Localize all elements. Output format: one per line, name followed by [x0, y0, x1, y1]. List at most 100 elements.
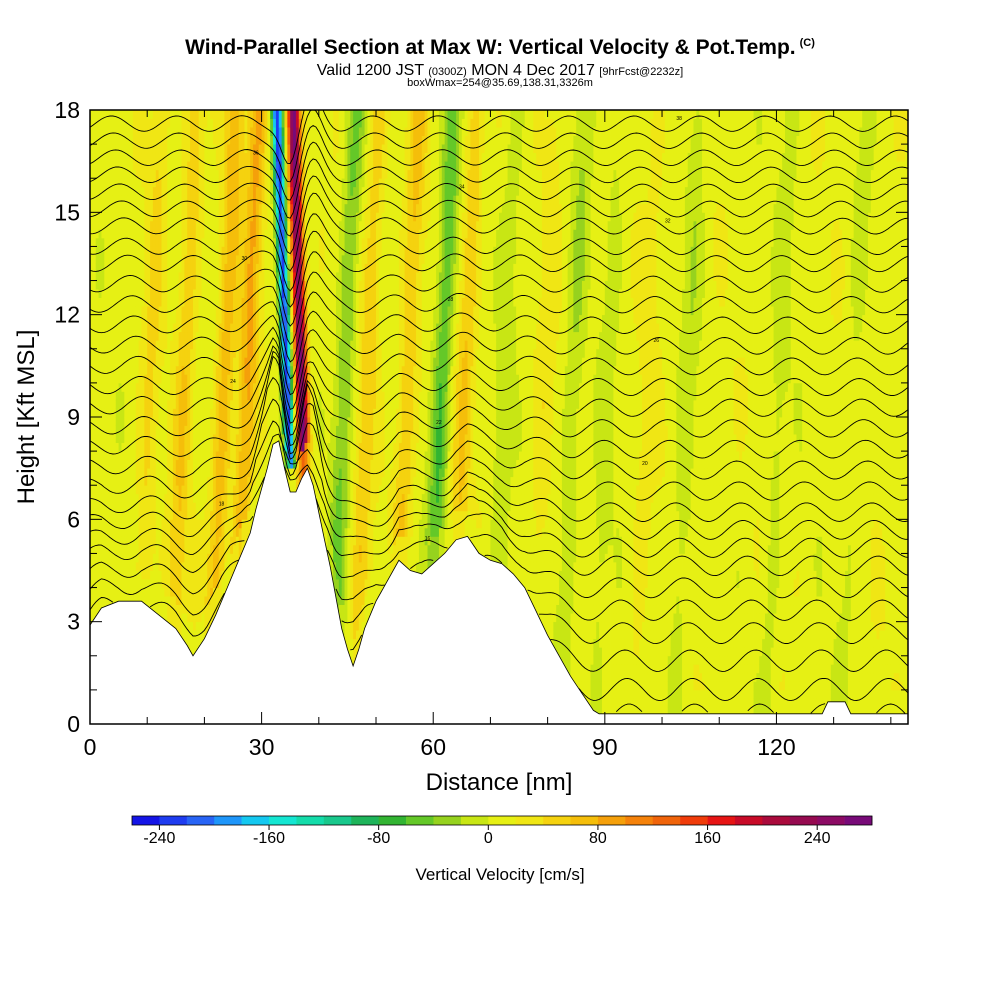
- velocity-cell: [227, 144, 231, 154]
- velocity-cell: [247, 289, 251, 299]
- velocity-cell: [204, 365, 208, 375]
- velocity-cell: [235, 425, 240, 435]
- velocity-cell: [247, 314, 251, 324]
- velocity-cell: [175, 536, 180, 546]
- velocity-cell: [198, 365, 202, 375]
- velocity-cell: [141, 579, 145, 588]
- velocity-cell: [244, 135, 248, 145]
- velocity-cell: [158, 348, 162, 358]
- velocity-cell: [198, 553, 202, 563]
- velocity-cell: [215, 118, 220, 128]
- velocity-cell: [212, 596, 217, 606]
- velocity-cell: [155, 544, 160, 554]
- velocity-cell: [121, 519, 125, 529]
- velocity-cell: [152, 485, 157, 495]
- velocity-cell: [92, 323, 97, 333]
- velocity-cell: [278, 212, 283, 222]
- velocity-cell: [161, 561, 165, 571]
- velocity-cell: [273, 186, 277, 196]
- velocity-cell: [215, 297, 220, 307]
- velocity-cell: [281, 451, 285, 461]
- velocity-cell: [175, 408, 180, 418]
- velocity-cell: [178, 459, 182, 469]
- velocity-cell: [130, 314, 134, 324]
- velocity-cell: [124, 485, 128, 495]
- velocity-cell: [192, 544, 197, 554]
- velocity-cell: [115, 237, 119, 247]
- velocity-cell: [90, 374, 94, 384]
- velocity-cell: [172, 254, 177, 264]
- velocity-cell: [218, 553, 222, 563]
- velocity-cell: [158, 365, 162, 375]
- velocity-cell: [241, 374, 245, 384]
- velocity-cell: [221, 340, 225, 350]
- velocity-cell: [147, 510, 151, 520]
- velocity-cell: [195, 519, 200, 529]
- velocity-cell: [218, 493, 222, 503]
- velocity-cell: [218, 314, 222, 324]
- velocity-cell: [124, 399, 128, 409]
- velocity-cell: [198, 195, 202, 205]
- velocity-cell: [144, 596, 148, 606]
- velocity-cell: [144, 212, 148, 222]
- velocity-cell: [244, 468, 248, 478]
- velocity-cell: [181, 417, 185, 426]
- velocity-cell: [158, 314, 162, 324]
- velocity-cell: [92, 118, 97, 128]
- velocity-cell: [167, 169, 171, 179]
- velocity-cell: [241, 442, 245, 452]
- velocity-cell: [235, 408, 240, 418]
- velocity-cell: [210, 314, 214, 324]
- velocity-cell: [167, 382, 171, 392]
- velocity-cell: [161, 536, 165, 546]
- velocity-cell: [212, 561, 217, 571]
- velocity-cell: [241, 382, 245, 392]
- velocity-cell: [167, 340, 171, 350]
- velocity-cell: [195, 417, 200, 426]
- velocity-cell: [90, 110, 94, 119]
- velocity-cell: [155, 553, 160, 563]
- velocity-cell: [244, 451, 248, 461]
- velocity-cell: [121, 306, 125, 316]
- velocity-cell: [261, 348, 265, 358]
- velocity-cell: [112, 374, 117, 384]
- velocity-cell: [187, 357, 191, 367]
- velocity-cell: [172, 451, 177, 461]
- velocity-cell: [138, 374, 142, 384]
- velocity-cell: [150, 203, 154, 213]
- velocity-cell: [132, 306, 137, 316]
- velocity-cell: [98, 519, 102, 529]
- velocity-cell: [161, 382, 165, 392]
- velocity-cell: [178, 544, 182, 554]
- velocity-cell: [224, 323, 228, 333]
- velocity-cell: [104, 357, 108, 367]
- velocity-cell: [227, 195, 231, 205]
- velocity-cell: [121, 246, 125, 256]
- velocity-cell: [178, 468, 182, 478]
- velocity-cell: [141, 468, 145, 478]
- velocity-cell: [221, 510, 225, 520]
- velocity-cell: [150, 110, 154, 119]
- velocity-cell: [238, 399, 242, 409]
- velocity-cell: [238, 391, 242, 401]
- velocity-cell: [224, 468, 228, 478]
- velocity-cell: [135, 468, 140, 478]
- velocity-cell: [127, 485, 131, 495]
- velocity-cell: [167, 152, 171, 162]
- velocity-cell: [104, 144, 108, 154]
- velocity-cell: [104, 289, 108, 299]
- velocity-cell: [192, 570, 197, 580]
- velocity-cell: [115, 127, 119, 136]
- velocity-cell: [144, 272, 148, 281]
- velocity-cell: [198, 331, 202, 341]
- velocity-cell: [184, 536, 188, 546]
- velocity-cell: [201, 425, 205, 435]
- velocity-cell: [141, 365, 145, 375]
- velocity-cell: [212, 399, 217, 409]
- velocity-cell: [110, 442, 114, 452]
- velocity-cell: [101, 118, 105, 128]
- velocity-cell: [247, 203, 251, 213]
- velocity-cell: [204, 246, 208, 256]
- velocity-cell: [241, 527, 245, 537]
- velocity-cell: [181, 280, 185, 290]
